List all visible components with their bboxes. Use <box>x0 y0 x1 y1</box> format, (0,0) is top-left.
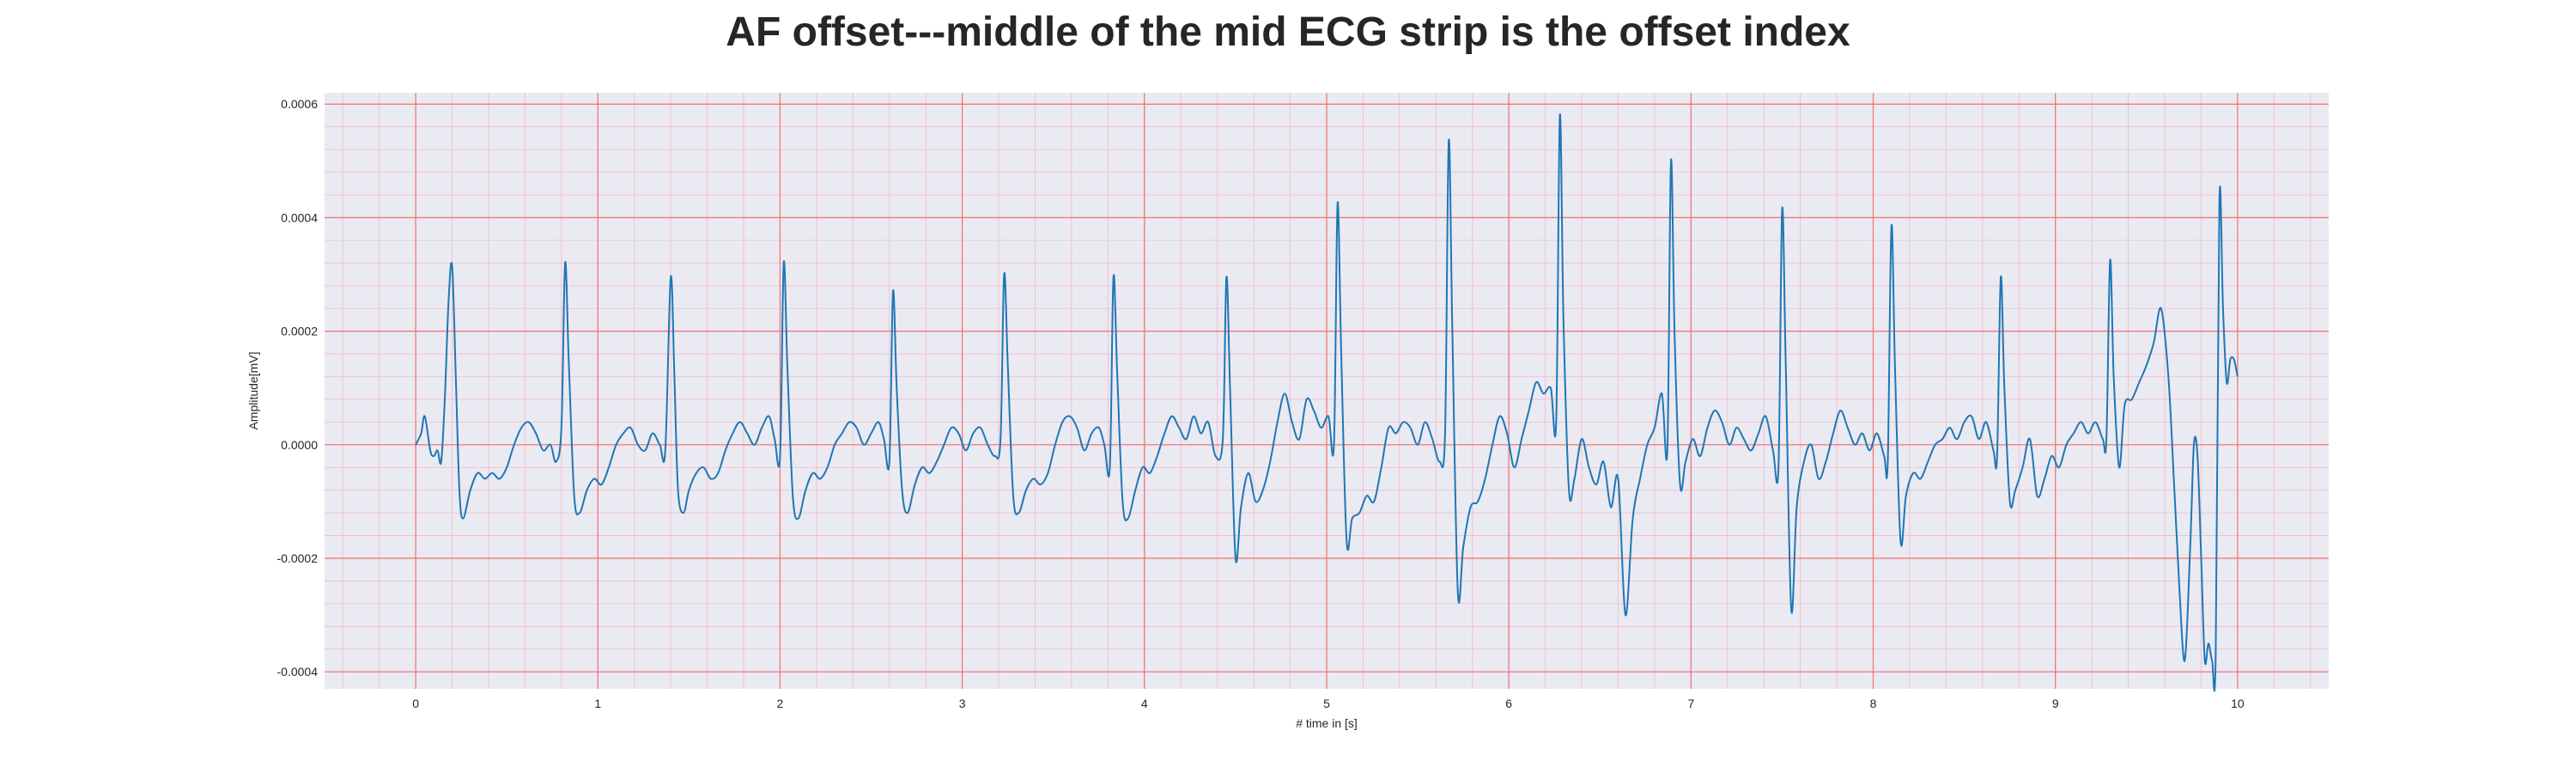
y-tick-label: -0.0002 <box>277 551 319 565</box>
y-tick-labels: -0.0004 -0.0002 0.0000 0.0002 0.0004 0.0006 <box>277 97 319 679</box>
ecg-series-line <box>415 113 2239 692</box>
y-tick-label: 0.0004 <box>281 210 318 224</box>
x-tick-label: 5 <box>1323 697 1330 710</box>
y-tick-label: 0.0000 <box>281 438 318 452</box>
y-tick-label: -0.0004 <box>277 665 319 679</box>
x-axis-title: # time in [s] <box>1296 716 1358 730</box>
x-tick-label: 1 <box>594 697 601 710</box>
y-axis-title: Amplitude[mV] <box>246 351 260 429</box>
major-grid <box>325 93 2329 689</box>
x-tick-label: 6 <box>1505 697 1512 710</box>
x-tick-label: 2 <box>777 697 784 710</box>
x-tick-labels: 0 1 2 3 4 5 6 7 8 9 10 <box>412 697 2245 710</box>
x-tick-label: 0 <box>412 697 419 710</box>
x-tick-label: 8 <box>1870 697 1877 710</box>
chart-title: AF offset---middle of the mid ECG strip … <box>726 9 1850 55</box>
x-tick-label: 7 <box>1687 697 1694 710</box>
x-tick-label: 10 <box>2231 697 2245 710</box>
y-tick-label: 0.0002 <box>281 325 318 338</box>
x-tick-label: 4 <box>1141 697 1148 710</box>
y-tick-label: 0.0006 <box>281 97 318 111</box>
x-tick-label: 9 <box>2052 697 2059 710</box>
x-tick-label: 3 <box>959 697 966 710</box>
